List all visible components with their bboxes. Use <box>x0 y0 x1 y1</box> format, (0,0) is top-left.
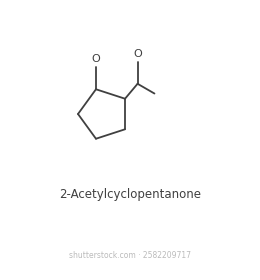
Text: O: O <box>92 54 100 64</box>
Text: shutterstock.com · 2582209717: shutterstock.com · 2582209717 <box>69 251 191 260</box>
Text: O: O <box>133 48 142 59</box>
Text: 2-Acetylcyclopentanone: 2-Acetylcyclopentanone <box>59 188 201 201</box>
